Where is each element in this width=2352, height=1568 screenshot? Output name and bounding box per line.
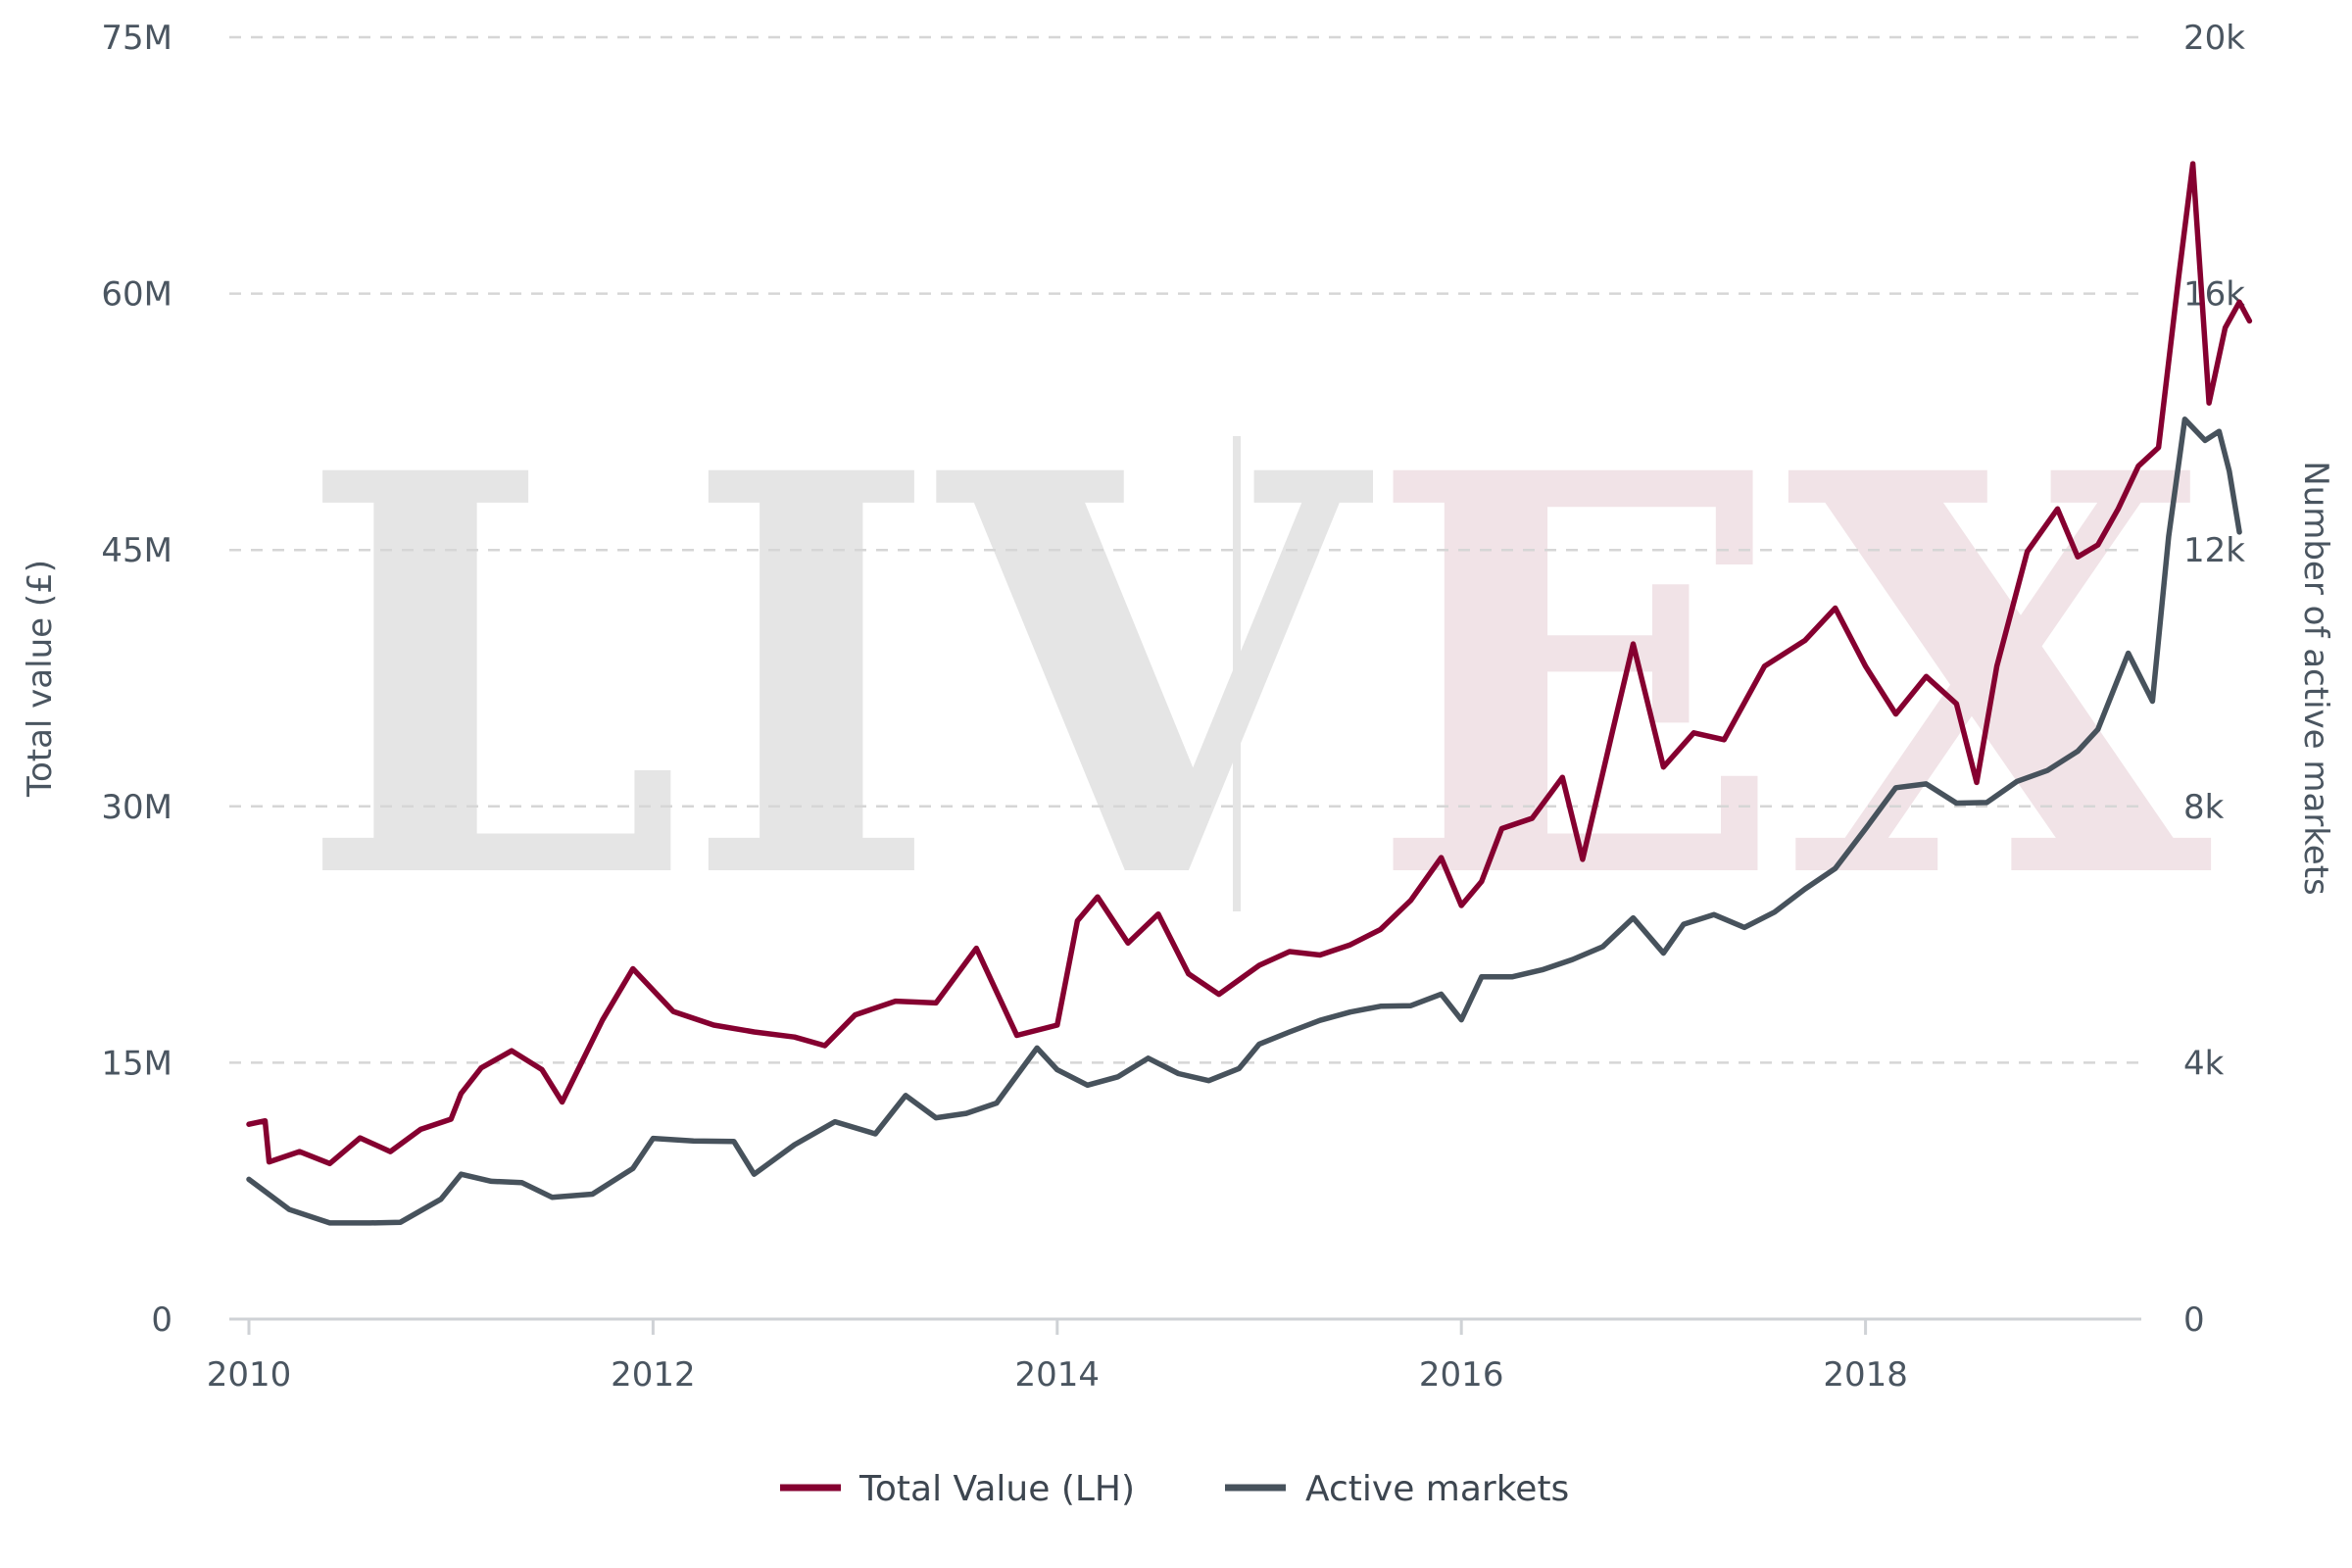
y-right-tick-label: 20k (2183, 19, 2245, 58)
y-left-tick-label: 75M (101, 19, 172, 58)
y-left-tick-label: 15M (101, 1044, 172, 1083)
legend: Total Value (LH) Active markets (780, 1469, 1569, 1509)
watermark: LIV EX (297, 356, 2215, 1001)
x-tick-label: 2012 (611, 1355, 696, 1395)
legend-label: Total Value (LH) (858, 1469, 1135, 1509)
x-tick-label: 2016 (1419, 1355, 1504, 1395)
watermark-right-text: EX (1367, 356, 2214, 1001)
y-left-tick-label: 45M (101, 531, 172, 570)
y-right-tick-label: 0 (2183, 1300, 2205, 1340)
series-layer (246, 161, 2253, 1226)
y-left-tick-label: 0 (151, 1300, 172, 1340)
watermark-left-text: LIV (297, 356, 1377, 1001)
x-tick-label: 2014 (1015, 1355, 1101, 1395)
gridlines (229, 35, 2141, 1064)
x-tick-label: 2010 (207, 1355, 292, 1395)
x-tick-label: 2018 (1823, 1355, 1908, 1395)
legend-label: Active markets (1305, 1469, 1569, 1509)
y-right-axis-title: Number of active markets (2296, 461, 2335, 896)
y-right-tick-label: 4k (2183, 1044, 2225, 1083)
y-right-tick-label: 12k (2183, 531, 2245, 570)
y-left-tick-label: 30M (101, 788, 172, 827)
y-left-axis-title: Total value (£) (21, 560, 60, 798)
y-left-tick-label: 60M (101, 275, 172, 315)
y-right-tick-label: 8k (2183, 788, 2225, 827)
series-line-total-value (246, 161, 2253, 1167)
series-line-active-markets (246, 416, 2242, 1226)
